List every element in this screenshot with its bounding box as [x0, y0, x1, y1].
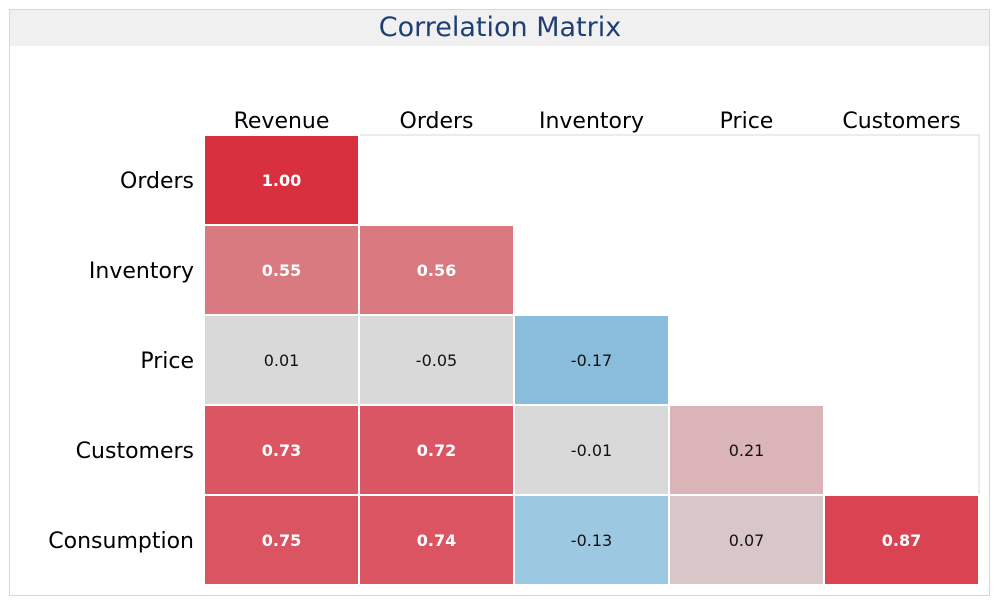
cell-value-label: 0.55 — [262, 261, 301, 280]
heatmap-cell — [203, 404, 360, 496]
cell-value-label: 0.56 — [417, 261, 456, 280]
heatmap-cell — [513, 314, 670, 406]
column-label: Inventory — [539, 109, 644, 134]
column-label: Revenue — [234, 109, 330, 134]
row-label: Inventory — [89, 259, 194, 284]
row-label: Customers — [76, 439, 194, 464]
cell-value-label: 1.00 — [262, 171, 301, 190]
cell-value-label: 0.87 — [882, 531, 921, 550]
row-label: Price — [140, 349, 194, 374]
heatmap-cell — [203, 134, 360, 226]
column-labels: Revenue Orders Inventory Price Customers — [234, 109, 961, 134]
cell-value-label: 0.21 — [729, 441, 765, 460]
heatmap-cell — [668, 494, 825, 586]
heatmap-cells: 1.00 0.55 0.56 0.01 -0.05 -0.17 0.73 0.72 -0.01 0… — [203, 134, 980, 586]
cell-value-label: 0.75 — [262, 531, 301, 550]
cell-value-label: -0.05 — [416, 351, 457, 370]
row-label: Orders — [120, 169, 194, 194]
column-label: Price — [720, 109, 774, 134]
cell-value-label: 0.07 — [729, 531, 765, 550]
heatmap-cell — [668, 404, 825, 496]
cell-value-label: -0.17 — [571, 351, 612, 370]
column-label: Orders — [400, 109, 474, 134]
cell-value-label: -0.13 — [571, 531, 612, 550]
cell-value-label: -0.01 — [571, 441, 612, 460]
cell-value-label: 0.01 — [264, 351, 300, 370]
title-bar — [10, 10, 989, 46]
heatmap-cell — [823, 494, 980, 586]
cell-value-label: 0.72 — [417, 441, 456, 460]
row-label: Consumption — [48, 529, 194, 554]
row-labels: Orders Inventory Price Customers Consumption — [48, 169, 194, 554]
chart-title: Correlation Matrix — [378, 12, 622, 43]
heatmap-cell — [358, 494, 515, 586]
heatmap-cell — [358, 404, 515, 496]
cell-value-label: 0.73 — [262, 441, 301, 460]
column-label: Customers — [842, 109, 960, 134]
heatmap-cell — [513, 494, 670, 586]
cell-value-label: 0.74 — [417, 531, 456, 550]
heatmap-cell — [203, 494, 360, 586]
